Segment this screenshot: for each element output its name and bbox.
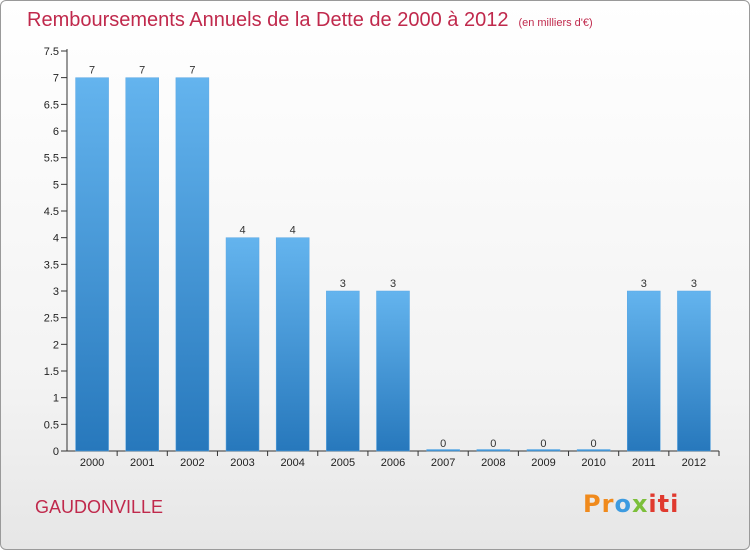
bar-2000 [75,77,109,452]
y-tick-label: 5.5 [44,153,59,165]
data-label-2011: 3 [641,278,647,290]
data-label-2007: 0 [440,438,446,450]
data-label-2010: 0 [591,438,597,450]
y-tick-label: 2 [53,339,59,351]
y-tick-label: 0.5 [44,419,59,431]
x-tick-label: 2005 [331,457,355,469]
data-label-2001: 7 [139,65,145,77]
x-tick-label: 2002 [180,457,204,469]
bar-2003 [225,237,260,452]
data-label-2004: 4 [290,225,296,237]
x-tick-label: 2004 [280,457,304,469]
y-tick-label: 3 [53,286,59,298]
y-tick-label: 6 [53,126,59,138]
bar-2002 [175,77,210,452]
bar-2012 [677,290,711,452]
bars [75,77,711,452]
labels: 0 0.5 1 1.5 2 2.5 3 3.5 4 4.5 5 5.5 6 6.5 7 7.5 2000 7 200… [44,46,706,469]
y-tick-label: 1 [53,393,59,405]
y-tick-label: 7.5 [44,46,59,58]
bar-2005 [326,290,360,452]
bar-2001 [125,77,159,452]
x-tick-label: 2009 [531,457,555,469]
proxiti-logo: Proxiti [583,490,680,518]
data-label-2003: 4 [239,225,245,237]
y-tick-label: 3.5 [44,259,59,271]
chart-title-text: Remboursements Annuels de la Dette de 20… [27,9,509,31]
data-label-2005: 3 [340,278,346,290]
y-tick-label: 6.5 [44,99,59,111]
bar-2008 [476,449,511,452]
data-label-2006: 3 [390,278,396,290]
bar-2006 [376,290,410,452]
data-label-2002: 7 [189,65,195,77]
y-tick-label: 1.5 [44,366,59,378]
data-label-2012: 3 [691,278,697,290]
x-tick-label: 2007 [431,457,455,469]
x-tick-label: 2011 [632,457,656,469]
y-tick-label: 4.5 [44,206,59,218]
y-tick-label: 5 [53,179,59,191]
x-tick-label: 2008 [481,457,505,469]
x-tick-label: 2001 [130,457,154,469]
data-label-2009: 0 [540,438,546,450]
y-tick-label: 0 [53,446,59,458]
chart-title: Remboursements Annuels de la Dette de 20… [27,9,593,32]
data-label-2000: 7 [89,65,95,77]
bar-2009 [526,449,561,452]
bar-2010 [576,449,611,452]
x-tick-label: 2003 [230,457,254,469]
x-tick-label: 2010 [581,457,605,469]
y-tick-label: 4 [53,233,59,245]
bar-2004 [275,237,310,452]
commune-name: GAUDONVILLE [35,497,164,517]
x-tick-label: 2000 [80,457,104,469]
data-label-2008: 0 [490,438,496,450]
y-tick-label: 7 [53,73,59,85]
y-tick-label: 2.5 [44,313,59,325]
x-tick-label: 2012 [682,457,706,469]
x-tick-label: 2006 [381,457,405,469]
bar-2011 [627,290,661,452]
chart-subtitle: (en milliers d'€) [518,17,593,29]
bar-2007 [426,449,460,452]
